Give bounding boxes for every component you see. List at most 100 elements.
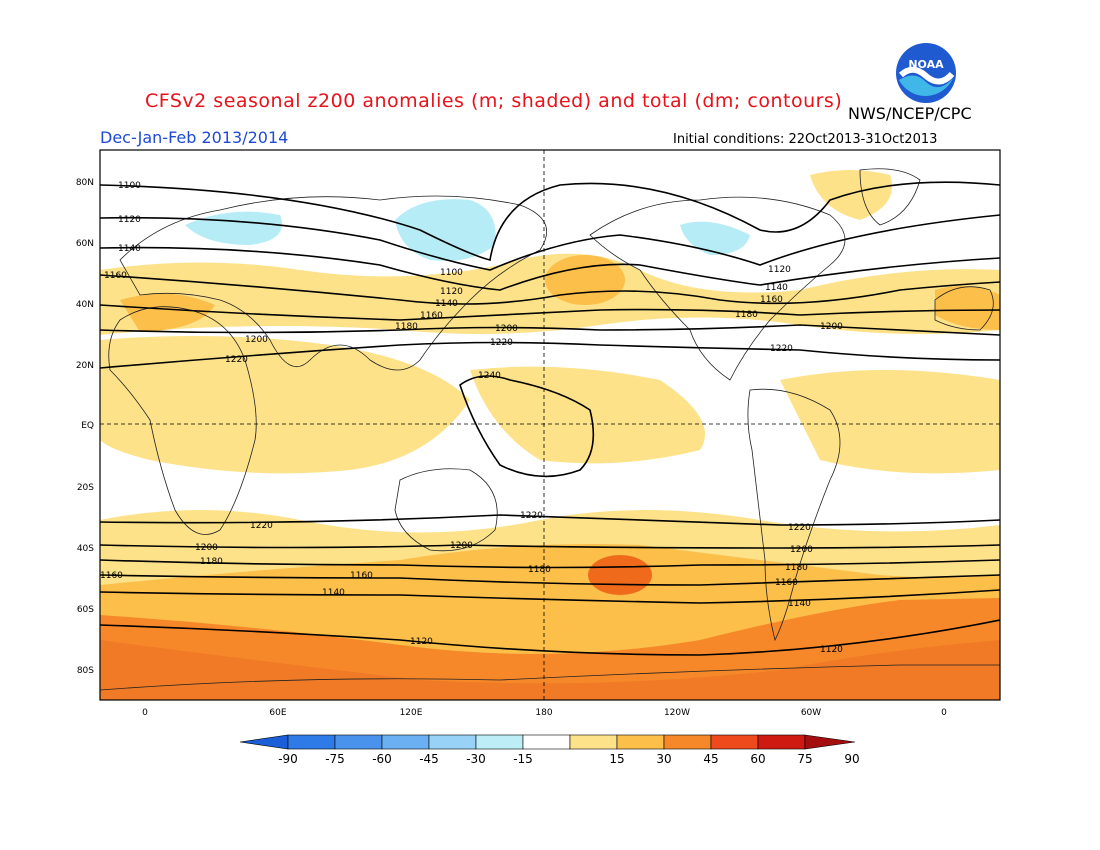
contour-1100-north — [100, 181, 1000, 261]
coast-antarctica — [100, 664, 1000, 691]
contour-1200-north — [100, 324, 1000, 336]
lon-tick: 0 — [142, 708, 148, 718]
colorbar-label: 90 — [844, 752, 859, 766]
clabel: 1100 — [440, 268, 463, 278]
contour-1180-south — [100, 559, 1000, 569]
clabel: 1140 — [322, 588, 345, 598]
colorbar-swatch — [616, 734, 665, 750]
shade-neg-siberia — [395, 199, 496, 261]
shade-neg-canada — [680, 221, 750, 255]
clabel: 1180 — [735, 310, 758, 320]
season-label: Dec-Jan-Feb 2013/2014 — [100, 128, 289, 147]
clabel: 1220 — [490, 338, 513, 348]
anomaly-shading — [100, 150, 1000, 700]
shade-arctic-patch — [810, 170, 892, 220]
colorbar-label: 45 — [703, 752, 718, 766]
colorbar-swatch — [569, 734, 618, 750]
height-contours — [100, 181, 1000, 656]
clabel: 1240 — [478, 371, 501, 381]
lat-tick: 80S — [77, 666, 94, 676]
clabel: 1200 — [790, 545, 813, 555]
colorbar-label: 30 — [656, 752, 671, 766]
lat-tick: 80N — [76, 178, 94, 188]
noaa-logo-icon: NOAA — [896, 43, 956, 103]
lat-tick: 40N — [76, 300, 94, 310]
coast-greenland — [859, 168, 921, 226]
clabel: 1100 — [118, 181, 141, 191]
clabel: 1120 — [440, 287, 463, 297]
colorbar-label: -75 — [325, 752, 345, 766]
lon-tick: 120W — [664, 708, 690, 718]
colorbar-label: 15 — [609, 752, 624, 766]
clabel: 1160 — [350, 571, 373, 581]
lon-tick: 60E — [269, 708, 286, 718]
contour-1180-north — [100, 304, 1000, 321]
contour-1220-north — [100, 341, 1000, 369]
lat-axis: 80N 60N 40N 20N EQ 20S 40S 60S 80S — [76, 178, 94, 676]
initial-conditions-label: Initial conditions: 22Oct2013-31Oct2013 — [673, 132, 938, 147]
lat-tick: 60S — [77, 605, 94, 615]
coast-europe-east — [934, 286, 994, 331]
clabel: 1180 — [395, 322, 418, 332]
colorbar-label: -45 — [419, 752, 439, 766]
contour-1140-south — [100, 589, 1000, 604]
colorbar-swatch — [381, 734, 430, 750]
shade-tropics-west — [100, 336, 470, 474]
clabel: 1140 — [118, 244, 141, 254]
lon-tick: 120E — [400, 708, 423, 718]
shade-south-deep — [100, 640, 1000, 700]
shade-north-atl — [935, 286, 1000, 330]
colorbar-swatch — [428, 734, 477, 750]
clabel: 1140 — [788, 599, 811, 609]
colorbar: -90 -75 -60 -45 -30 -15 15 30 45 60 75 90 — [239, 734, 860, 766]
shade-north-pacific-core — [545, 255, 625, 305]
lon-tick: 180 — [535, 708, 552, 718]
clabel: 1160 — [760, 295, 783, 305]
colorbar-label: 60 — [750, 752, 765, 766]
colorbar-label: -15 — [513, 752, 533, 766]
clabel: 1160 — [420, 311, 443, 321]
colorbar-swatch — [663, 734, 712, 750]
colorbar-label: -30 — [466, 752, 486, 766]
colorbar-swatch — [475, 734, 524, 750]
colorbar-arrow-left — [239, 734, 289, 750]
clabel: 1160 — [100, 571, 123, 581]
clabel: 1220 — [225, 355, 248, 365]
clabel: 1120 — [820, 645, 843, 655]
colorbar-swatch — [522, 734, 571, 750]
colorbar-swatch — [757, 734, 806, 750]
lon-tick: 60W — [801, 708, 821, 718]
clabel: 1200 — [245, 335, 268, 345]
clabel: 1200 — [820, 322, 843, 332]
coast-south-america — [747, 388, 841, 642]
clabel: 1220 — [520, 511, 543, 521]
contour-1140-north — [100, 246, 1000, 291]
lat-tick: 20S — [77, 483, 94, 493]
colorbar-label: 75 — [797, 752, 812, 766]
contour-1120-south — [100, 619, 1000, 656]
clabel: 1140 — [765, 283, 788, 293]
lat-tick: 40S — [77, 544, 94, 554]
colorbar-swatch — [710, 734, 759, 750]
contour-1160-south — [100, 574, 1000, 586]
clabel: 1160 — [104, 271, 127, 281]
shade-tropics-pacific — [470, 366, 705, 464]
clabel: 1220 — [788, 523, 811, 533]
clabel: 1200 — [495, 324, 518, 334]
colorbar-label: -90 — [278, 752, 298, 766]
contour-1200-south — [100, 544, 1000, 549]
clabel: 1180 — [785, 563, 808, 573]
contour-1220-south — [100, 514, 1000, 526]
lon-tick: 0 — [941, 708, 947, 718]
colorbar-swatch — [287, 734, 336, 750]
clabel: 1200 — [195, 543, 218, 553]
clabel: 1180 — [528, 565, 551, 575]
contour-1160-north — [100, 274, 1000, 305]
shade-north-med — [120, 293, 215, 332]
lat-tick: 20N — [76, 361, 94, 371]
coastlines — [100, 168, 1000, 691]
clabel: 1220 — [250, 521, 273, 531]
clabel: 1120 — [410, 637, 433, 647]
clabel: 1120 — [768, 265, 791, 275]
clabel: 1120 — [118, 215, 141, 225]
